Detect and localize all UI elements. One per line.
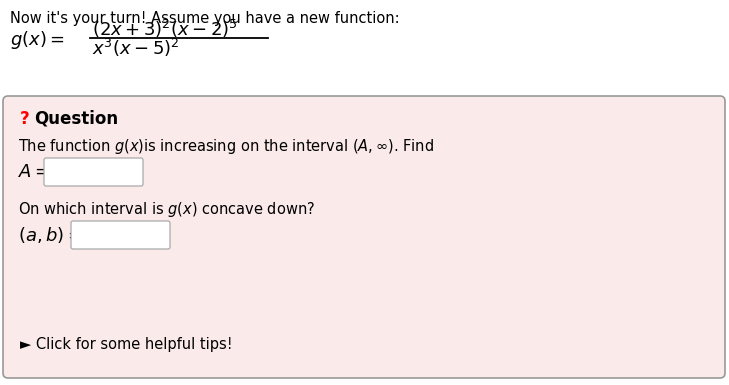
- FancyBboxPatch shape: [44, 158, 143, 186]
- Text: ► Click for some helpful tips!: ► Click for some helpful tips!: [20, 338, 233, 353]
- Text: On which interval is $g(x)$ concave down?: On which interval is $g(x)$ concave down…: [18, 200, 315, 219]
- Text: Now it's your turn! Assume you have a new function:: Now it's your turn! Assume you have a ne…: [10, 11, 399, 26]
- Text: Question: Question: [34, 110, 118, 128]
- Text: ?: ?: [20, 110, 30, 128]
- Text: $g(x) =$: $g(x) =$: [10, 29, 65, 51]
- Text: The function $g(x)$is increasing on the interval $(A, \infty)$. Find: The function $g(x)$is increasing on the …: [18, 137, 434, 156]
- FancyBboxPatch shape: [3, 96, 725, 378]
- Text: $x^{3}(x-5)^{2}$: $x^{3}(x-5)^{2}$: [92, 37, 179, 59]
- Text: $A =$: $A =$: [18, 163, 50, 181]
- Text: $(a, b) =$: $(a, b) =$: [18, 225, 82, 245]
- Text: $(2x+3)^{2}(x-2)^{5}$: $(2x+3)^{2}(x-2)^{5}$: [92, 18, 238, 40]
- FancyBboxPatch shape: [71, 221, 170, 249]
